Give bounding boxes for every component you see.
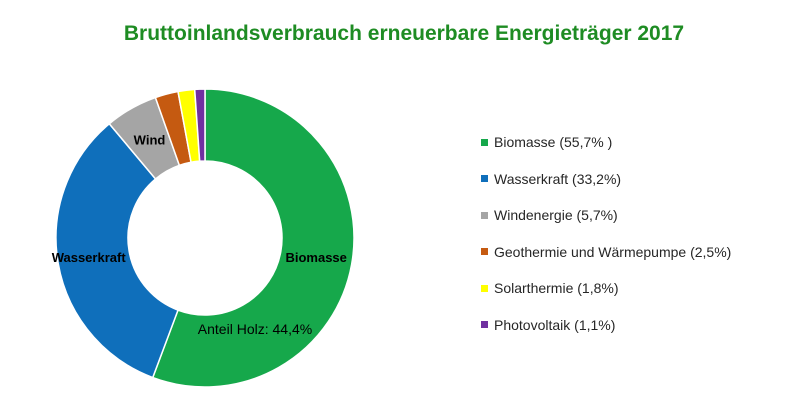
legend: Biomasse (55,7% ) Wasserkraft (33,2%) Wind… xyxy=(481,124,731,343)
legend-item: Biomasse (55,7% ) xyxy=(481,124,731,161)
legend-item: Photovoltaik (1,1%) xyxy=(481,307,731,344)
legend-label: Windenergie (5,7%) xyxy=(494,207,618,224)
legend-swatch xyxy=(481,175,488,183)
slice-labels: Biomasse Wasserkraft Wind xyxy=(52,133,347,265)
slice-wasserkraft xyxy=(55,122,179,379)
legend-item: Solarthermie (1,8%) xyxy=(481,270,731,307)
legend-swatch xyxy=(481,284,488,292)
legend-item: Geothermie und Wärmepumpe (2,5%) xyxy=(481,234,731,271)
legend-label: Geothermie und Wärmepumpe (2,5%) xyxy=(494,243,732,260)
chart-title: Bruttoinlandsverbrauch erneuerbare Energ… xyxy=(123,22,685,45)
legend-swatch xyxy=(481,248,488,256)
legend-label: Solarthermie (1,8%) xyxy=(494,280,619,297)
slice-label-wasserkraft: Wasserkraft xyxy=(52,250,127,265)
annotation-anteil-holz: Anteil Holz: 44,4% xyxy=(198,321,312,337)
legend-label: Wasserkraft (33,2%) xyxy=(494,170,622,187)
legend-item: Windenergie (5,7%) xyxy=(481,197,731,234)
legend-swatch xyxy=(481,138,488,146)
slice-label-wind: Wind xyxy=(134,133,166,148)
legend-item: Wasserkraft (33,2%) xyxy=(481,161,731,198)
slice-label-biomasse: Biomasse xyxy=(285,250,346,265)
legend-label: Biomasse (55,7% ) xyxy=(494,134,613,151)
legend-swatch xyxy=(481,211,488,219)
legend-label: Photovoltaik (1,1%) xyxy=(494,316,616,333)
doughnut-slices xyxy=(55,88,355,388)
slice-series-5 xyxy=(193,88,206,162)
slice-biomasse xyxy=(151,88,355,388)
legend-swatch xyxy=(481,321,488,329)
